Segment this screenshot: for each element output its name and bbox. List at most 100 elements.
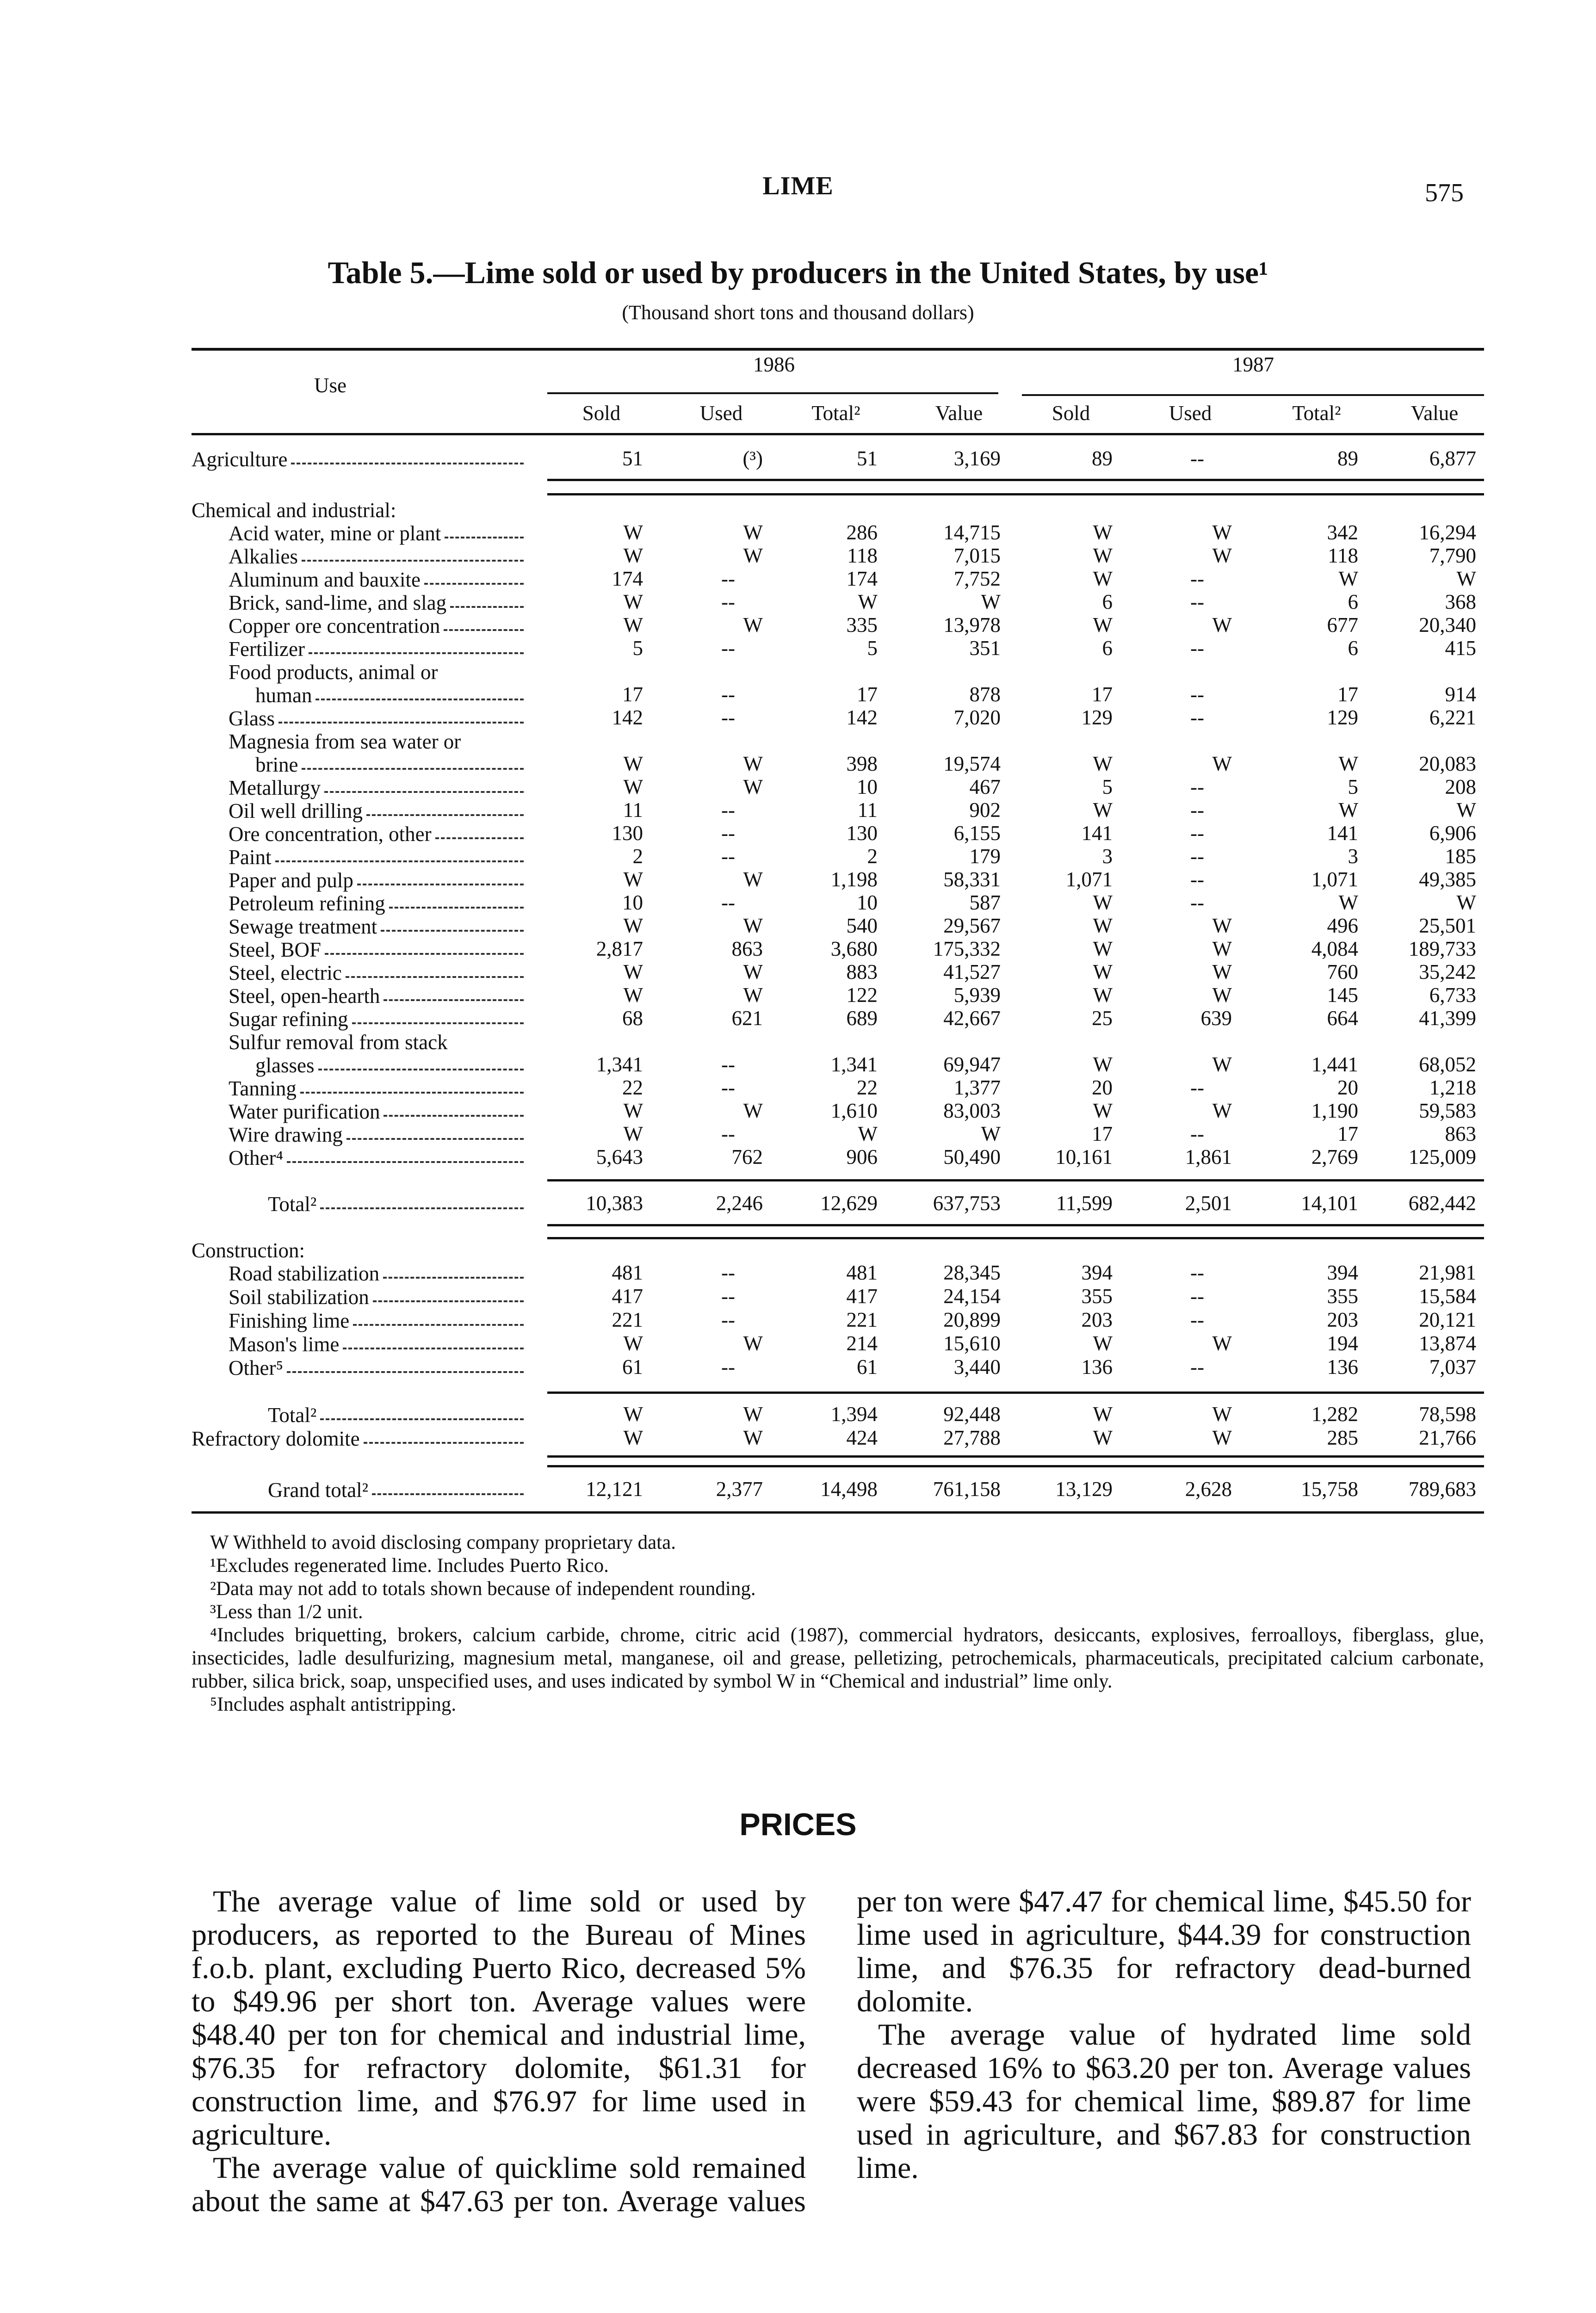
table-cell: W <box>981 1122 1001 1145</box>
row-label-text: Other⁵ <box>229 1356 284 1379</box>
table-cell: 78,598 <box>1419 1403 1476 1426</box>
table-cell: 2 <box>632 845 643 868</box>
table-rule <box>547 1392 1484 1394</box>
table-cell: 3,680 <box>830 937 878 960</box>
table-cell: 50,490 <box>943 1145 1001 1169</box>
table-cell: 142 <box>846 706 878 729</box>
table-cell: 35,242 <box>1419 960 1476 983</box>
table-cell: 20,340 <box>1419 613 1476 637</box>
table-cell: 20,083 <box>1419 752 1476 775</box>
table-cell: 11 <box>857 798 878 822</box>
row-label-text: Sugar refining <box>229 1008 348 1031</box>
row-label-text: Road stabilization <box>229 1262 380 1285</box>
table-cell: 68 <box>622 1007 643 1030</box>
table-cell: 677 <box>1327 613 1359 637</box>
dot-leader <box>301 560 524 562</box>
dot-leader <box>381 930 524 932</box>
table-cell: 10 <box>622 891 643 914</box>
dot-leader <box>287 1371 524 1373</box>
table-cell: W <box>1212 1099 1232 1122</box>
table-cell: W <box>623 1122 643 1145</box>
table-cell: 2,501 <box>1185 1192 1232 1215</box>
table-cell: 355 <box>1327 1285 1359 1308</box>
row-label-text: Tanning <box>229 1077 297 1100</box>
table-cell: 15,758 <box>1301 1478 1358 1501</box>
table-cell: W <box>858 1122 878 1145</box>
table-cell: W <box>1093 521 1113 544</box>
row-grand-total: Grand total² 12,121 2,377 14,498 761,158 13,1… <box>192 1478 1484 1501</box>
footnote: ³Less than 1/2 unit. <box>210 1601 363 1623</box>
table-row: Copper ore concentration W W 335 13,978 W W 677… <box>192 613 1484 637</box>
table-cell: W <box>743 914 763 937</box>
table-cell: -- <box>721 845 735 868</box>
paragraph: The average value of quicklime sold rema… <box>192 1885 1471 2218</box>
table-cell: 125,009 <box>1408 1145 1476 1169</box>
table-cell: W <box>1456 567 1476 590</box>
row-label-text: Copper ore concentration <box>229 614 440 637</box>
table-cell: 20 <box>1092 1076 1113 1099</box>
table-top-rule <box>192 348 1484 351</box>
table-cell: 185 <box>1445 845 1477 868</box>
row-label-text: Paper and pulp <box>229 869 353 892</box>
table-cell: 12,629 <box>820 1192 878 1215</box>
table-cell: -- <box>1190 1261 1204 1284</box>
row-label: Steel, BOF <box>229 937 524 960</box>
table-rule <box>547 1179 1484 1181</box>
row-label: Glass <box>229 706 524 729</box>
table-cell: 5 <box>1102 775 1113 798</box>
table-cell: 394 <box>1327 1261 1359 1284</box>
table-cell: 189,733 <box>1408 937 1476 960</box>
table-cell: W <box>623 960 643 983</box>
table-row: glasses 1,341 -- 1,341 69,947 W W 1,441 68,052 <box>192 1053 1484 1076</box>
row-label: Ore concentration, other <box>229 822 524 845</box>
table-cell: 7,015 <box>953 544 1001 567</box>
table-cell: 637,753 <box>933 1192 1001 1215</box>
table-cell: -- <box>1190 590 1204 613</box>
table-cell: W <box>1212 937 1232 960</box>
table-cell: W <box>1212 1332 1232 1355</box>
table-cell: 6,877 <box>1429 447 1476 470</box>
table-cell: W <box>1093 798 1113 822</box>
row-label-text: Brick, sand-lime, and slag <box>229 591 447 614</box>
table-row: human 17 -- 17 878 17 -- 17 914 <box>192 683 1484 706</box>
row-label: Paper and pulp <box>229 868 524 891</box>
table-cell: W <box>1456 798 1476 822</box>
table-cell: W <box>1212 960 1232 983</box>
table-cell: W <box>623 544 643 567</box>
row-label: Aluminum and bauxite <box>229 567 524 590</box>
table-cell: 69,947 <box>943 1053 1001 1076</box>
table-cell: -- <box>721 798 735 822</box>
table-cell: -- <box>721 1053 735 1076</box>
table-cell: 174 <box>612 567 643 590</box>
table-cell: 2,817 <box>596 937 643 960</box>
row-label: human <box>255 683 524 706</box>
table-cell: W <box>1212 914 1232 937</box>
table-cell: W <box>1093 1099 1113 1122</box>
row-label-text: Soil stabilization <box>229 1286 369 1309</box>
row-label: Finishing lime <box>229 1308 524 1331</box>
table-cell: 89 <box>1337 447 1358 470</box>
dot-leader <box>366 814 524 816</box>
table-cell: -- <box>721 567 735 590</box>
row-label: Tanning <box>229 1076 524 1099</box>
row-label: brine <box>255 752 524 775</box>
row-label-text: Ore concentration, other <box>229 823 432 846</box>
table-cell: 285 <box>1327 1426 1359 1449</box>
table-cell: 1,610 <box>830 1099 878 1122</box>
table-cell: -- <box>1190 706 1204 729</box>
table-cell: 3,169 <box>953 447 1001 470</box>
table-cell: 11 <box>623 798 643 822</box>
table-cell: 10 <box>857 775 878 798</box>
table-cell: 394 <box>1081 1261 1113 1284</box>
table-cell: 760 <box>1327 960 1359 983</box>
row-label-text: Metallurgy <box>229 776 321 799</box>
table-row: Sewage treatment W W 540 29,567 W W 496 25,501 <box>192 914 1484 937</box>
table-cell: 883 <box>846 960 878 983</box>
table-cell: 587 <box>969 891 1001 914</box>
table-cell: 3 <box>1348 845 1359 868</box>
row-label-text: Sulfur removal from stack <box>229 1031 448 1054</box>
table-cell: -- <box>1190 637 1204 660</box>
table-cell: 7,790 <box>1429 544 1476 567</box>
table-cell: 1,071 <box>1311 868 1358 891</box>
row-label-text: Paint <box>229 846 272 869</box>
